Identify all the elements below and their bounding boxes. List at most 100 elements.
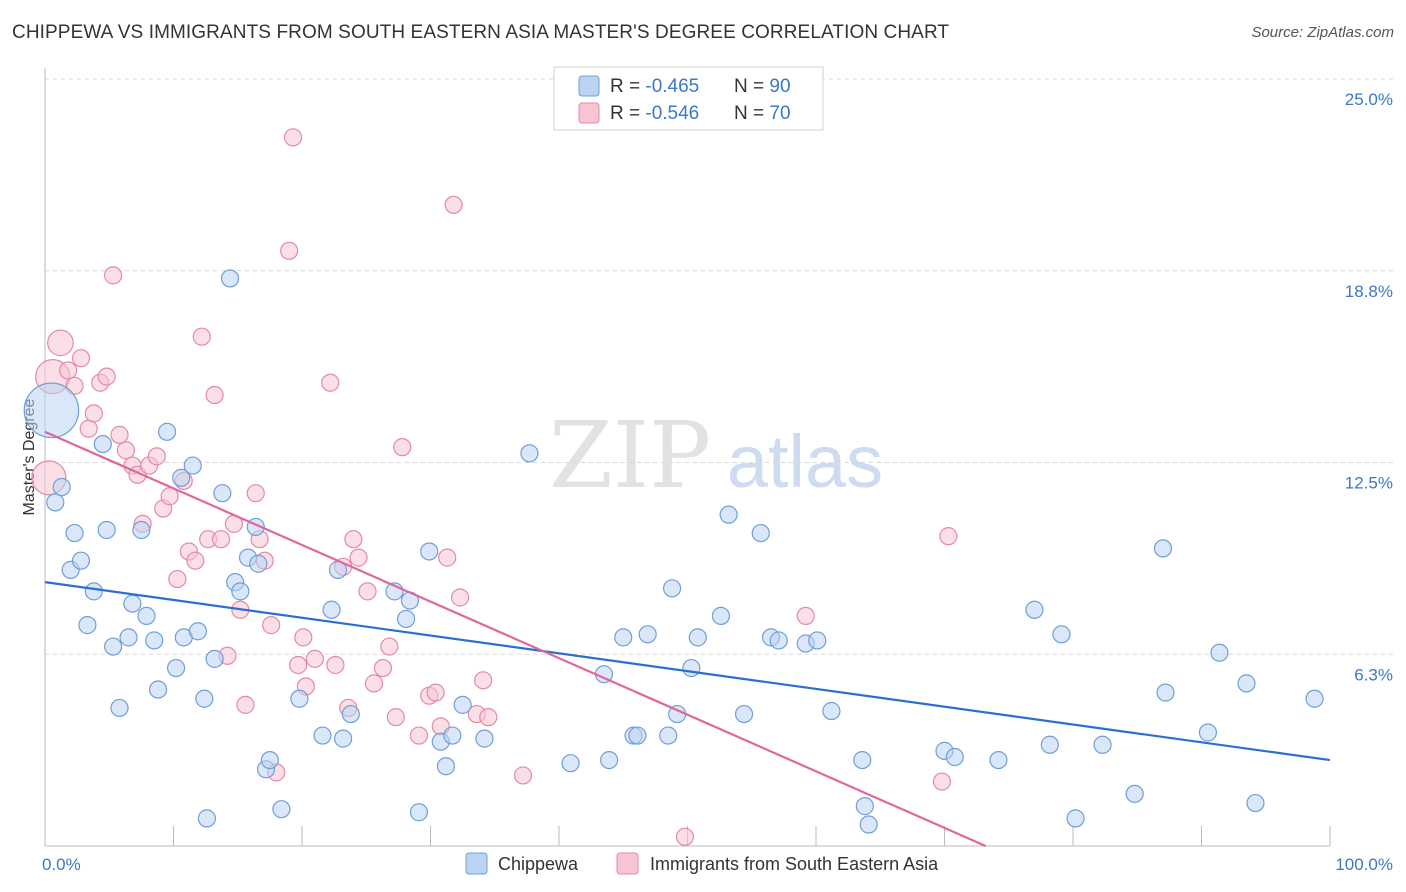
legend-r-label: R = [610, 103, 645, 124]
series-chippewa-points [23, 269, 1324, 834]
data-point-immigrants [59, 361, 78, 380]
data-point-chippewa [1040, 735, 1059, 754]
bottom-legend-label-chippewa: Chippewa [498, 854, 579, 874]
data-point-chippewa [734, 704, 754, 724]
y-tick-label: 25.0% [1345, 90, 1393, 109]
data-point-immigrants [358, 582, 377, 601]
trendline-immigrants [44, 430, 987, 848]
data-point-chippewa [711, 606, 731, 626]
data-point-immigrants [79, 419, 98, 438]
data-point-immigrants [373, 658, 393, 678]
data-point-chippewa [249, 554, 268, 573]
data-point-immigrants [236, 695, 255, 714]
data-point-chippewa [614, 628, 633, 647]
y-tick-label: 12.5% [1345, 474, 1393, 493]
legend-n-value: 90 [769, 76, 790, 97]
y-tick-label: 18.8% [1345, 282, 1393, 301]
data-point-immigrants [349, 548, 368, 567]
data-point-chippewa [172, 468, 191, 487]
data-point-chippewa [1025, 600, 1044, 619]
chart-title: CHIPPEWA VS IMMIGRANTS FROM SOUTH EASTER… [12, 22, 950, 43]
data-point-chippewa [628, 726, 647, 745]
y-axis-tick-labels: 25.0% 18.8% 12.5% 6.3% [1345, 90, 1393, 684]
legend-swatch-immigrants [578, 102, 600, 124]
data-point-immigrants [246, 484, 265, 503]
data-point-chippewa [205, 649, 224, 668]
data-point-immigrants [280, 241, 299, 260]
data-point-chippewa [188, 622, 208, 641]
legend-row-chippewa: R = -0.465 [610, 76, 699, 97]
data-point-chippewa [1125, 784, 1144, 803]
data-point-immigrants [364, 674, 384, 693]
data-point-immigrants [344, 530, 363, 549]
data-point-immigrants [444, 195, 463, 214]
data-point-chippewa [104, 637, 123, 656]
data-point-chippewa [93, 434, 112, 454]
legend-r-value: -0.465 [645, 76, 699, 97]
data-point-chippewa [65, 523, 84, 543]
legend-n-label: N = [734, 103, 769, 124]
legend-swatch-chippewa [578, 75, 600, 97]
data-point-chippewa [157, 422, 177, 441]
data-point-chippewa [719, 505, 738, 524]
data-point-chippewa [1066, 809, 1085, 828]
data-point-chippewa [260, 750, 279, 770]
data-point-immigrants [321, 373, 340, 392]
data-point-chippewa [751, 523, 770, 543]
data-point-immigrants [192, 327, 211, 346]
bottom-legend-swatch-chippewa [465, 852, 488, 875]
data-point-chippewa [78, 616, 97, 635]
data-point-chippewa [220, 269, 240, 288]
data-point-immigrants [450, 588, 470, 607]
data-point-chippewa [1052, 625, 1071, 644]
legend-n-value: 70 [769, 103, 790, 124]
legend-row-immigrants: R = -0.546 [610, 103, 699, 124]
data-point-immigrants [110, 425, 129, 444]
data-point-immigrants [409, 726, 429, 745]
data-point-chippewa [600, 750, 619, 770]
data-point-chippewa [334, 729, 353, 748]
data-point-chippewa [46, 493, 65, 512]
data-point-chippewa [682, 658, 701, 678]
x-tick-label: 0.0% [42, 855, 81, 874]
series-immigrants-points [31, 128, 958, 846]
data-point-chippewa [662, 579, 682, 598]
data-point-immigrants [147, 447, 166, 466]
data-point-chippewa [1153, 539, 1173, 558]
data-point-immigrants [380, 637, 399, 656]
series-legend: Chippewa Immigrants from South Eastern A… [465, 852, 939, 875]
data-point-chippewa [769, 631, 788, 650]
data-point-chippewa [436, 757, 456, 776]
data-point-chippewa [1305, 689, 1324, 708]
watermark: ZIP atlas [549, 402, 883, 509]
data-point-immigrants [796, 606, 815, 626]
data-point-chippewa [1093, 735, 1112, 754]
data-point-chippewa [822, 701, 841, 721]
data-point-immigrants [97, 367, 116, 386]
data-point-immigrants [205, 385, 224, 405]
data-point-chippewa [84, 582, 103, 601]
data-point-chippewa [145, 631, 164, 650]
chart-source: Source: ZipAtlas.com [1251, 24, 1394, 41]
data-point-immigrants [71, 349, 91, 368]
x-axis-tick-labels: 0.0% 100.0% [42, 855, 1393, 874]
data-point-immigrants [386, 708, 405, 727]
y-tick-label: 6.3% [1354, 665, 1393, 684]
data-point-chippewa [272, 800, 291, 819]
data-point-chippewa [313, 726, 332, 745]
data-point-immigrants [675, 827, 695, 846]
data-point-immigrants [116, 441, 136, 460]
legend-n-immigrants: N = 70 [734, 103, 791, 124]
data-point-chippewa [195, 689, 214, 708]
trendline-chippewa [44, 581, 1331, 762]
data-point-chippewa [132, 520, 151, 540]
data-point-chippewa [659, 726, 678, 745]
legend-r-value: -0.546 [645, 103, 699, 124]
data-point-chippewa [166, 658, 186, 678]
data-point-chippewa [853, 750, 872, 770]
data-point-immigrants [932, 772, 952, 791]
data-point-chippewa [110, 698, 129, 718]
data-point-chippewa [123, 594, 142, 613]
data-point-immigrants [289, 655, 308, 675]
